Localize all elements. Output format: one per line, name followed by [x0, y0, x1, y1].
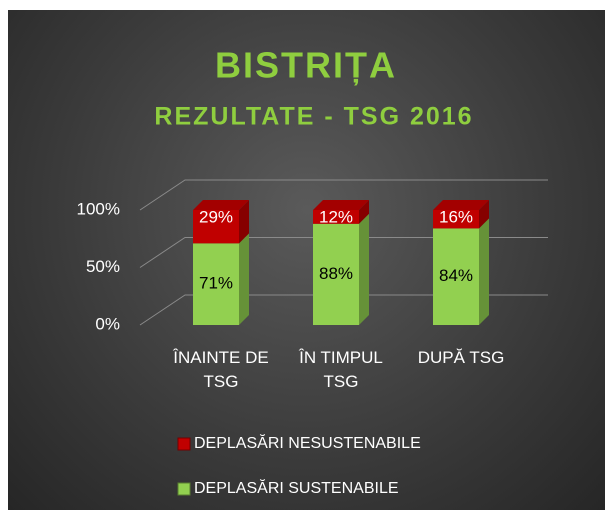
grid-line [139, 294, 548, 326]
legend-swatch [177, 482, 191, 496]
data-label: 29% [199, 207, 233, 226]
bar-side [479, 218, 489, 325]
data-label: 12% [319, 207, 353, 226]
chart: BISTRIȚA REZULTATE - TSG 2016 0% 50% 100% 7… [77, 45, 548, 497]
grid-line [139, 237, 548, 268]
bar-side [239, 200, 249, 244]
x-tick-label: ÎNAINTE DE TSG [173, 348, 269, 391]
chart-area: BISTRIȚA REZULTATE - TSG 2016 0% 50% 100% 7… [8, 10, 605, 510]
bar [433, 210, 479, 229]
data-label: 71% [199, 274, 233, 293]
x-tick-label: ÎN TIMPUL TSG [299, 348, 383, 391]
chart-subtitle: REZULTATE - TSG 2016 [154, 103, 473, 131]
data-label: 88% [319, 264, 353, 283]
bar-top [193, 200, 249, 210]
bar [433, 228, 479, 325]
y-tick-label: 0% [95, 314, 120, 333]
grid-line [139, 179, 548, 211]
data-label: 84% [439, 266, 473, 285]
data-label: 16% [439, 207, 473, 226]
bar-side [359, 200, 369, 224]
bar-side [479, 200, 489, 229]
y-tick-label: 50% [86, 257, 120, 276]
x-tick-label: DUPĂ TSG [417, 348, 505, 367]
bar-top [313, 200, 369, 210]
bar-side [359, 213, 369, 325]
legend-label: DEPLASĂRI NESUSTENABILE [194, 433, 421, 452]
chart-title: BISTRIȚA [215, 45, 397, 86]
bar-top [433, 200, 489, 210]
legend-label: DEPLASĂRI SUSTENABILE [194, 478, 399, 497]
bar [313, 223, 359, 325]
bar [193, 210, 239, 244]
bar-side [239, 233, 249, 325]
y-tick-label: 100% [77, 199, 120, 218]
legend-swatch [177, 437, 191, 451]
bar [193, 243, 239, 325]
bar [313, 210, 359, 224]
